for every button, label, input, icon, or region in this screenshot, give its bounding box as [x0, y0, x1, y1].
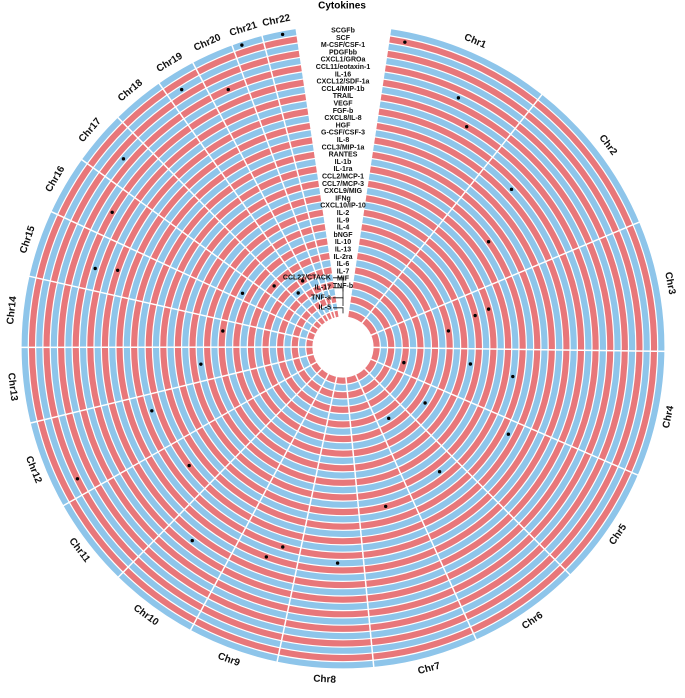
cytokine-label: IL-4	[337, 225, 350, 232]
chromosome-label: Chr8	[313, 674, 337, 686]
cytokine-label: IL-2ra	[333, 254, 352, 261]
cytokine-label: G-CSF/CSF-3	[321, 130, 365, 137]
cytokine-label: IL-2	[337, 210, 350, 217]
data-point	[281, 545, 284, 548]
data-point	[191, 539, 194, 542]
data-point	[265, 555, 268, 558]
data-point	[110, 211, 113, 214]
chromosome-label: Chr14	[5, 295, 19, 325]
cytokine-label: IFNg	[335, 195, 351, 202]
data-point	[297, 291, 300, 294]
cytokine-label: IL-9	[337, 217, 350, 224]
chromosome-label: Chr21	[228, 20, 259, 39]
data-point	[180, 88, 183, 91]
cytokine-label: TRAIL	[333, 93, 354, 100]
cytokine-label: IL-16	[335, 71, 351, 78]
cytokine-label: CXCL12/SDF-1a	[317, 79, 370, 86]
data-point	[122, 157, 125, 160]
chromosome-label: Chr4	[661, 404, 677, 429]
cytokine-label: IL-1b	[335, 159, 352, 166]
cytokine-label: HGF	[336, 122, 352, 129]
data-point	[301, 279, 304, 282]
cytokine-label: CCL4/MIP-1b	[321, 86, 364, 93]
chromosome-label: Chr20	[192, 32, 223, 54]
data-point	[272, 284, 275, 287]
data-point	[221, 329, 224, 332]
data-point	[402, 361, 405, 364]
data-point	[438, 470, 441, 473]
cytokine-label: CCL3/MIP-1a	[322, 144, 365, 151]
chromosome-label: Chr3	[662, 271, 677, 296]
cytokine-label: TNF-a	[311, 295, 331, 302]
data-point	[240, 43, 243, 46]
cytokine-label: VEGF	[333, 100, 353, 107]
data-point	[387, 417, 390, 420]
data-point	[465, 125, 468, 128]
data-point	[511, 375, 514, 378]
data-point	[403, 40, 406, 43]
cytokine-label: IL-17	[315, 285, 331, 292]
data-point	[507, 432, 510, 435]
data-point	[187, 464, 190, 467]
cytokine-label: IL-13	[335, 246, 351, 253]
cytokine-label: CCL27/CTACK	[283, 275, 331, 282]
data-point	[241, 292, 244, 295]
cytokine-label: SCGFb	[331, 27, 355, 34]
data-point	[227, 88, 230, 91]
data-point	[423, 401, 426, 404]
chromosome-label: Chr1	[462, 32, 488, 51]
chromosome-label: Chr9	[216, 651, 242, 669]
chart-title: Cytokines	[318, 1, 366, 12]
cytokine-label: CXCL10/IP-10	[320, 203, 366, 210]
cytokine-label: FGF-b	[333, 108, 354, 115]
data-point	[487, 307, 490, 310]
cytokine-label: RANTES	[329, 152, 358, 159]
data-point	[384, 505, 387, 508]
cytokine-label: M-CSF/CSF-1	[321, 42, 365, 49]
chromosome-label: Chr6	[520, 610, 545, 632]
cytokine-label: CXCL1/GROa	[321, 57, 366, 64]
data-point	[281, 33, 284, 36]
cytokine-label: IL-1ra	[333, 166, 352, 173]
cytokine-label: PDGFbb	[329, 49, 357, 56]
data-point	[457, 96, 460, 99]
data-point	[447, 329, 450, 332]
data-point	[150, 409, 153, 412]
cytokine-label: CCL2/MCP-1	[322, 173, 364, 180]
cytokine-label: bNGF	[333, 232, 353, 239]
data-point	[199, 362, 202, 365]
data-point	[487, 240, 490, 243]
cytokine-label: CCL7/MCP-3	[322, 181, 364, 188]
cytokine-label: SCF	[336, 35, 351, 42]
chromosome-label: Chr12	[23, 455, 44, 486]
cytokine-label: CXCL8/IL-8	[324, 115, 361, 122]
data-point	[473, 314, 476, 317]
cytokine-label: IL-6	[337, 261, 350, 268]
data-point	[93, 267, 96, 270]
cytokine-label: CCL11/eotaxin-1	[316, 64, 371, 71]
cytokine-label: CXCL9/MIG	[324, 188, 363, 195]
chromosome-label: Chr22	[261, 13, 291, 30]
chromosome-label: Chr7	[417, 660, 442, 677]
data-point	[116, 269, 119, 272]
chromosome-label: Chr13	[5, 372, 19, 402]
data-point	[510, 188, 513, 191]
chromosome-label: Chr15	[18, 224, 38, 255]
cytokine-label: IL-10	[335, 239, 351, 246]
chromosome-label: Chr5	[607, 522, 629, 547]
cytokine-label: IL-7	[337, 268, 350, 275]
data-point	[336, 561, 339, 564]
data-point	[469, 362, 472, 365]
cytokine-label: IL-5	[319, 305, 332, 312]
data-point	[76, 477, 79, 480]
cytokine-label: IL-8	[337, 137, 350, 144]
